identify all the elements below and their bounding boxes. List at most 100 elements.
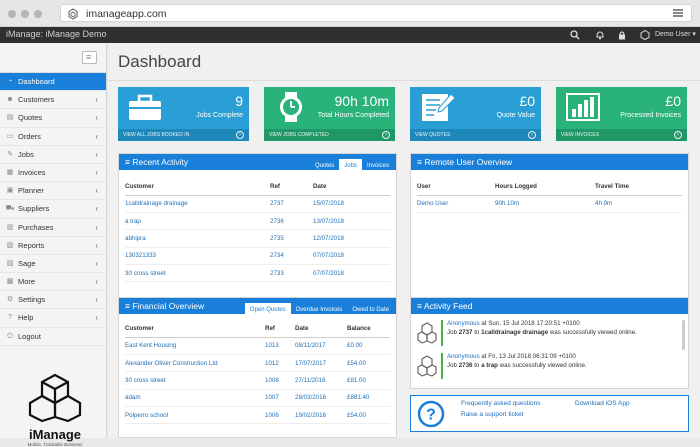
- table-row[interactable]: abhipra 2735 12/07/2018: [125, 229, 390, 248]
- suppliers-icon: ⛟: [5, 205, 15, 213]
- table-row[interactable]: Demo User 90h 10m 4h 9m: [417, 195, 682, 214]
- settings-icon: ⚙: [6, 296, 14, 304]
- chevron-left-icon: ‹: [95, 113, 98, 123]
- watch-icon: [280, 92, 302, 122]
- feed-scrollbar[interactable]: [682, 320, 685, 350]
- lock-icon[interactable]: [617, 30, 627, 40]
- arrow-right-icon: ›: [382, 131, 390, 139]
- quotes-icon: ▤: [6, 114, 14, 122]
- financial-overview-panel: ≡ Financial Overview Open Quotes Overdue …: [118, 297, 397, 438]
- sidebar-item-orders[interactable]: ▭ Orders ‹: [0, 128, 106, 146]
- more-icon: ▩: [6, 278, 14, 286]
- user-menu[interactable]: Demo User ▾: [655, 31, 696, 38]
- tab-open-quotes[interactable]: Open Quotes: [244, 303, 291, 317]
- chevron-left-icon: ‹: [95, 95, 98, 105]
- brand-logo-icon: [28, 373, 82, 423]
- tab-invoices[interactable]: Invoices: [366, 163, 389, 169]
- tile-quote-value[interactable]: £0 Quote Value VIEW QUOTES ›: [410, 87, 541, 141]
- tile-hours-completed[interactable]: 90h 10m Total Hours Completed VIEW JOBS …: [264, 87, 395, 141]
- sidebar-toggle-button[interactable]: [82, 51, 97, 64]
- sidebar-item-planner[interactable]: ▣ Planner ‹: [0, 182, 106, 201]
- table-row[interactable]: 1calldrainage drainage 2737 15/07/2018: [125, 195, 390, 214]
- window-maximize-dot[interactable]: [34, 10, 42, 18]
- chevron-left-icon: ‹: [95, 277, 98, 287]
- tab-owed-to-date[interactable]: Owed to Date: [352, 307, 389, 313]
- panel-header: ≡ Remote User Overview: [411, 154, 688, 170]
- page-title: Dashboard: [118, 52, 202, 71]
- search-icon[interactable]: [570, 30, 580, 40]
- chevron-left-icon: ‹: [95, 204, 98, 214]
- table-row[interactable]: Alexander Oliver Construction Ltd 1012 17/…: [125, 354, 390, 373]
- help-icon: ?: [8, 314, 12, 322]
- sidebar-item-invoices[interactable]: ▦ Invoices ‹: [0, 164, 106, 183]
- arrow-right-icon: ›: [236, 131, 244, 139]
- sidebar-item-reports[interactable]: ▧ Reports ‹: [0, 237, 106, 255]
- brand-block: iManage Mobile, Trackable Business: [10, 373, 100, 447]
- sidebar-item-help[interactable]: ? Help ‹: [0, 309, 106, 328]
- sidebar-item-quotes[interactable]: ▤ Quotes ‹: [0, 109, 106, 128]
- tab-quotes[interactable]: Quotes: [314, 163, 335, 169]
- brand-name: iManage: [28, 427, 81, 442]
- table-row[interactable]: a trap 2736 13/07/2018: [125, 212, 390, 231]
- arrow-right-icon: ›: [674, 131, 682, 139]
- sidebar-nav: ◔ Dashboard ☻ Customers ‹ ▤ Quotes ‹ ▭ Orders ‹…: [0, 73, 106, 346]
- sidebar-item-jobs[interactable]: ✎ Jobs ‹: [0, 146, 106, 164]
- title-divider: [108, 80, 700, 81]
- jobs-icon: ✎: [7, 150, 13, 158]
- sidebar-item-more[interactable]: ▩ More ‹: [0, 273, 106, 292]
- chevron-left-icon: ‹: [95, 149, 98, 159]
- recent-activity-panel: ≡ Recent Activity Quotes Jobs Invoices Cus…: [118, 153, 397, 331]
- chevron-left-icon: ‹: [95, 131, 98, 141]
- table-row[interactable]: adam 1007 28/03/2016 £881.40: [125, 389, 390, 407]
- brand-tagline: Mobile, Trackable Business: [27, 442, 83, 447]
- bell-icon[interactable]: [595, 30, 605, 40]
- url-text: imanageapp.com: [86, 8, 167, 20]
- tab-overdue-invoices[interactable]: Overdue Invoices: [295, 307, 343, 313]
- sage-icon: ▨: [6, 259, 14, 267]
- chevron-left-icon: ‹: [95, 313, 98, 323]
- recent-activity-table: Customer Ref Date 1calldrainage drainage 27…: [125, 178, 390, 283]
- faq-link[interactable]: Frequently asked questions: [461, 400, 541, 407]
- chevron-left-icon: ‹: [95, 186, 98, 196]
- tile-processed-invoices[interactable]: £0 Processed Invoices VIEW INVOICES ›: [556, 87, 687, 141]
- table-row[interactable]: Polperro school 1006 19/02/2016 £54.00: [125, 406, 390, 425]
- app-topbar: iManage: iManage Demo Demo User ▾: [0, 27, 700, 43]
- sidebar-item-logout[interactable]: ⏻ Logout: [0, 328, 106, 346]
- main-content: Dashboard 9 Jobs Complete VIEW ALL JOBS …: [108, 43, 700, 438]
- browser-chrome: imanageapp.com: [0, 0, 700, 27]
- url-bar[interactable]: imanageapp.com: [60, 4, 692, 22]
- sidebar: ◔Dashboard ☻Customers‹ ▤Quotes‹ ▭Orders‹…: [0, 43, 107, 447]
- window-minimize-dot[interactable]: [21, 10, 29, 18]
- table-row[interactable]: 30 cross street 2733 07/07/2018: [125, 264, 390, 283]
- browser-menu-icon[interactable]: [673, 9, 683, 17]
- tab-jobs[interactable]: Jobs: [339, 159, 362, 173]
- anonymous-avatar-icon: [417, 355, 437, 377]
- arrow-right-icon: ›: [528, 131, 536, 139]
- svg-text:?: ?: [426, 407, 436, 424]
- user-avatar-icon[interactable]: [640, 30, 650, 40]
- sidebar-item-sage[interactable]: ▨ Sage ‹: [0, 255, 106, 274]
- table-row[interactable]: 130321333 2734 07/07/2018: [125, 247, 390, 265]
- tile-jobs-complete[interactable]: 9 Jobs Complete VIEW ALL JOBS BOOKED IN ›: [118, 87, 249, 141]
- download-ios-link[interactable]: Download iOS App: [575, 400, 630, 407]
- sidebar-item-settings[interactable]: ⚙ Settings ‹: [0, 291, 106, 310]
- table-row[interactable]: 30 cross street 1008 27/11/2016 £81.00: [125, 371, 390, 390]
- purchases-icon: ▥: [6, 223, 14, 231]
- planner-icon: ▣: [6, 187, 14, 195]
- table-row[interactable]: East Kent Housing 1013 08/11/2017 £0.00: [125, 337, 390, 356]
- feed-item: Anonymous at Sun, 15 Jul 2018 17:20:51 +…: [417, 320, 679, 346]
- financial-table: Customer Ref Date Balance East Kent Housing…: [125, 320, 390, 425]
- sidebar-item-customers[interactable]: ☻ Customers ‹: [0, 91, 106, 110]
- panel-header: ≡ Financial Overview Open Quotes Overdue …: [119, 298, 396, 317]
- window-close-dot[interactable]: [8, 10, 16, 18]
- app-title: iManage: iManage Demo: [6, 29, 107, 39]
- sidebar-item-suppliers[interactable]: ⛟ Suppliers ‹: [0, 200, 106, 219]
- feed-item: Anonymous at Fri, 13 Jul 2018 06:31:09 +…: [417, 353, 679, 379]
- orders-icon: ▭: [6, 132, 14, 140]
- reports-icon: ▧: [6, 241, 14, 249]
- sidebar-item-dashboard[interactable]: ◔ Dashboard: [0, 73, 106, 92]
- dashboard-icon: ◔: [7, 78, 13, 85]
- logout-icon: ⏻: [7, 332, 13, 340]
- sidebar-item-purchases[interactable]: ▥ Purchases ‹: [0, 219, 106, 237]
- support-ticket-link[interactable]: Raise a support ticket: [461, 411, 524, 418]
